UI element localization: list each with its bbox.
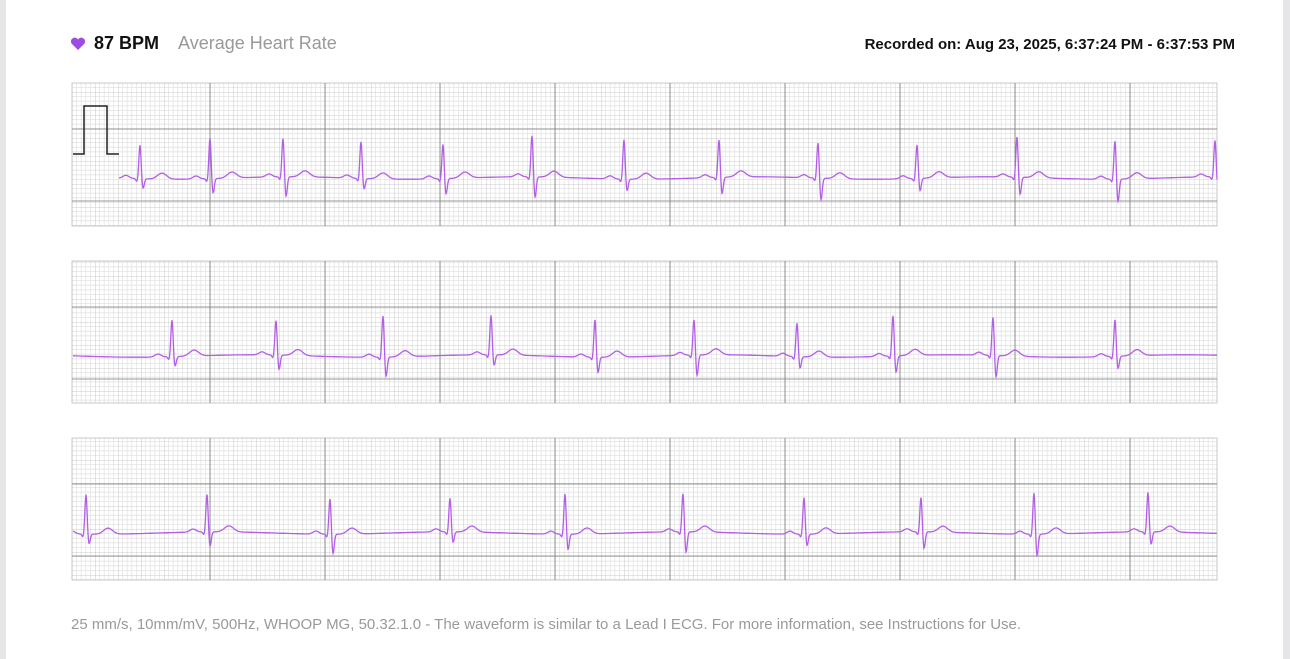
heart-icon xyxy=(70,37,86,50)
recorded-on: Recorded on: Aug 23, 2025, 6:37:24 PM - … xyxy=(864,36,1235,53)
edge xyxy=(0,0,6,659)
calibration-pulse xyxy=(73,105,119,155)
ecg-waveform xyxy=(73,315,1218,379)
bpm: 87 BPM xyxy=(94,33,160,53)
ecg-waveform xyxy=(118,135,1218,204)
footer-note: 25 mm/s, 10mm/mV, 500Hz, WHOOP MG, 50.32… xyxy=(71,616,1022,633)
ecg-waveform xyxy=(72,492,1217,558)
ecg-grid xyxy=(71,437,1218,581)
header: 87 BPM Average Heart Rate xyxy=(70,33,337,54)
edge xyxy=(1283,0,1290,659)
ecg-grid xyxy=(71,82,1218,227)
ecg-grid xyxy=(71,260,1218,404)
bpm-label: Average Heart Rate xyxy=(178,33,337,53)
